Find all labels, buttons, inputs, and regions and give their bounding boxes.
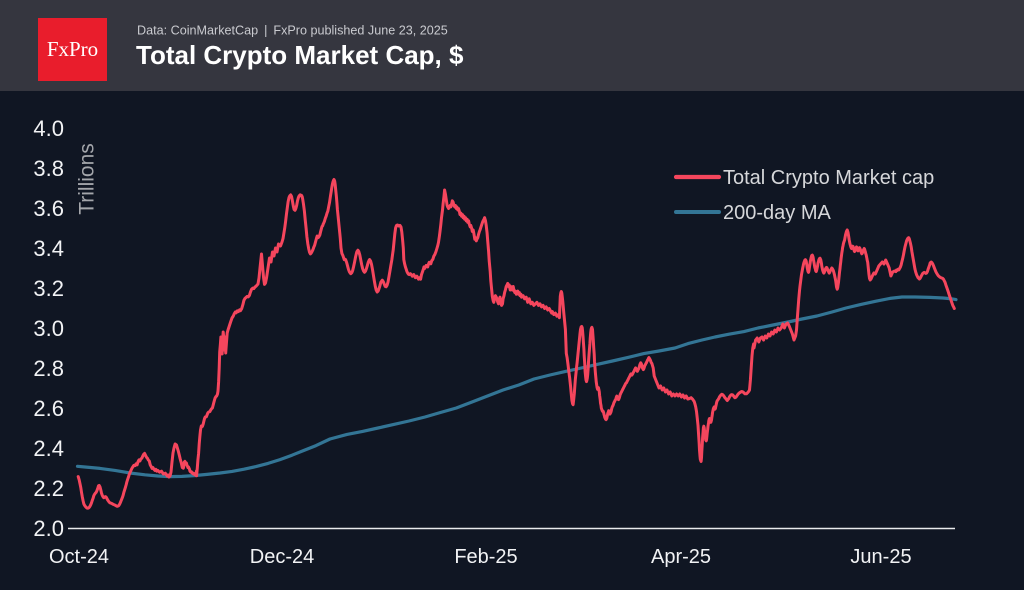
svg-text:Trillions: Trillions — [76, 143, 99, 215]
svg-text:4.0: 4.0 — [33, 116, 64, 141]
svg-text:Jun-25: Jun-25 — [850, 546, 911, 568]
svg-text:3.8: 3.8 — [33, 156, 64, 181]
svg-text:2.8: 2.8 — [33, 356, 64, 381]
svg-text:2.2: 2.2 — [33, 476, 64, 501]
svg-text:Feb-25: Feb-25 — [454, 546, 517, 568]
svg-text:3.6: 3.6 — [33, 196, 64, 221]
svg-text:Total Crypto Market Cap, $: Total Crypto Market Cap, $ — [136, 40, 464, 70]
svg-text:2.0: 2.0 — [33, 516, 64, 541]
svg-text:Oct-24: Oct-24 — [49, 546, 109, 568]
svg-text:FxPro: FxPro — [47, 37, 98, 61]
svg-text:Data: CoinMarketCap | FxPro: Data: CoinMarketCap | FxPro published Ju… — [137, 24, 448, 38]
svg-text:2.4: 2.4 — [33, 436, 64, 461]
svg-text:3.0: 3.0 — [33, 316, 64, 341]
svg-text:Apr-25: Apr-25 — [651, 546, 711, 568]
svg-text:3.2: 3.2 — [33, 276, 64, 301]
svg-text:Total Crypto Market cap: Total Crypto Market cap — [723, 167, 934, 189]
svg-text:3.4: 3.4 — [33, 236, 64, 261]
svg-text:2.6: 2.6 — [33, 396, 64, 421]
svg-text:Dec-24: Dec-24 — [250, 546, 314, 568]
svg-text:200-day MA: 200-day MA — [723, 202, 831, 224]
